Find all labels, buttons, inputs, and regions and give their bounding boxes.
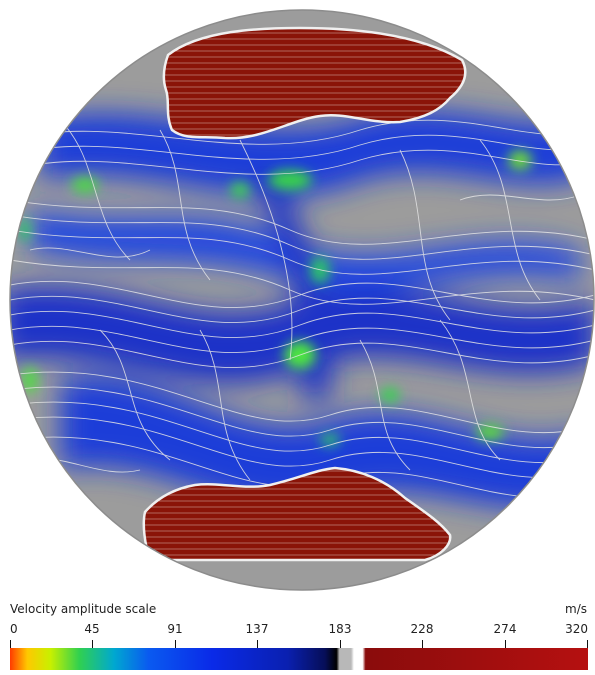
tick-label: 91 <box>167 622 183 636</box>
upper-blade-region <box>162 26 467 140</box>
scale-unit: m/s <box>565 602 587 616</box>
tick-label: 0 <box>10 622 18 636</box>
tick-mark <box>92 640 93 648</box>
tick-mark <box>422 640 423 648</box>
tick-mark <box>257 640 258 648</box>
tick-label: 274 <box>493 622 517 636</box>
tick-mark <box>340 640 341 648</box>
velocity-blue-regions <box>10 110 594 509</box>
tick-mark <box>505 640 506 648</box>
tick-label: 228 <box>410 622 434 636</box>
tick-label: 45 <box>84 622 100 636</box>
tick-mark <box>10 640 11 648</box>
tick-mark <box>175 640 176 648</box>
velocity-disc <box>10 10 594 590</box>
disc-outline <box>9 9 595 591</box>
tick-mark <box>587 640 588 648</box>
tick-label: 320 <box>565 622 588 636</box>
velocity-colorbar <box>10 648 588 670</box>
tick-label: 137 <box>245 622 269 636</box>
lower-blade-region <box>142 466 452 562</box>
tick-label: 183 <box>328 622 352 636</box>
scale-title: Velocity amplitude scale <box>10 602 157 616</box>
velocity-field-visualization <box>9 9 595 591</box>
